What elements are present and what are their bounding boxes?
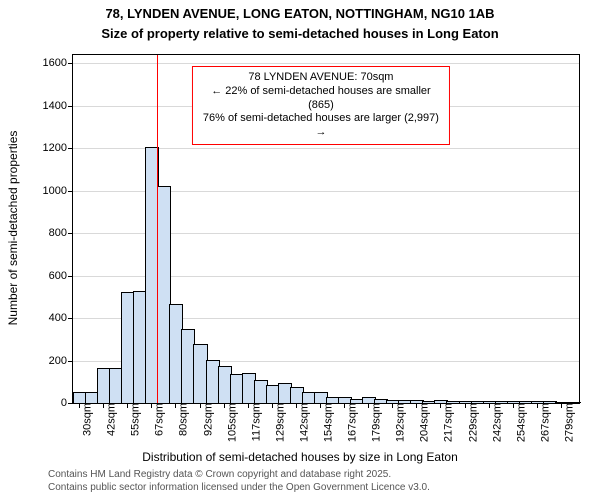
xtick-label: 267sqm bbox=[531, 403, 551, 442]
xtick-label: 217sqm bbox=[435, 403, 455, 442]
callout-line: 78 LYNDEN AVENUE: 70sqm bbox=[201, 71, 441, 85]
callout-line: 76% of semi-detached houses are larger (… bbox=[201, 112, 441, 140]
y-axis-label: Number of semi-detached properties bbox=[6, 131, 20, 326]
xtick-label: 167sqm bbox=[339, 403, 359, 442]
xtick-label: 55sqm bbox=[122, 403, 142, 436]
chart-title-line2: Size of property relative to semi-detach… bbox=[0, 26, 600, 41]
xtick-label: 229sqm bbox=[459, 403, 479, 442]
footer-line: Contains HM Land Registry data © Crown c… bbox=[48, 469, 430, 482]
callout-line: ← 22% of semi-detached houses are smalle… bbox=[201, 85, 441, 113]
footer-line: Contains public sector information licen… bbox=[48, 482, 430, 495]
gridline bbox=[73, 63, 579, 64]
xtick-label: 105sqm bbox=[218, 403, 238, 442]
x-axis-label: Distribution of semi-detached houses by … bbox=[0, 450, 600, 464]
plot-area: 0200400600800100012001400160030sqm42sqm5… bbox=[72, 54, 580, 404]
ytick-label: 1000 bbox=[43, 185, 73, 197]
ytick-label: 1400 bbox=[43, 100, 73, 112]
xtick-label: 92sqm bbox=[194, 403, 214, 436]
ytick-label: 400 bbox=[49, 312, 73, 324]
ytick-label: 800 bbox=[49, 227, 73, 239]
xtick-label: 192sqm bbox=[387, 403, 407, 442]
footer-attribution: Contains HM Land Registry data © Crown c… bbox=[48, 469, 430, 494]
xtick-label: 279sqm bbox=[555, 403, 575, 442]
ytick-label: 600 bbox=[49, 270, 73, 282]
ytick-label: 200 bbox=[49, 355, 73, 367]
ytick-label: 1600 bbox=[43, 57, 73, 69]
xtick-label: 154sqm bbox=[314, 403, 334, 442]
callout-box: 78 LYNDEN AVENUE: 70sqm← 22% of semi-det… bbox=[192, 66, 450, 145]
xtick-label: 142sqm bbox=[290, 403, 310, 442]
xtick-label: 129sqm bbox=[266, 403, 286, 442]
xtick-label: 254sqm bbox=[507, 403, 527, 442]
xtick-label: 80sqm bbox=[170, 403, 190, 436]
chart-title-line1: 78, LYNDEN AVENUE, LONG EATON, NOTTINGHA… bbox=[0, 6, 600, 21]
xtick-label: 204sqm bbox=[411, 403, 431, 442]
xtick-label: 117sqm bbox=[242, 403, 262, 441]
ytick-label: 1200 bbox=[43, 142, 73, 154]
xtick-label: 42sqm bbox=[98, 403, 118, 436]
xtick-label: 242sqm bbox=[483, 403, 503, 442]
chart-container: 78, LYNDEN AVENUE, LONG EATON, NOTTINGHA… bbox=[0, 0, 600, 500]
xtick-label: 30sqm bbox=[74, 403, 94, 436]
ytick-label: 0 bbox=[61, 397, 73, 409]
reference-line bbox=[157, 55, 158, 403]
xtick-label: 179sqm bbox=[363, 403, 383, 442]
xtick-label: 67sqm bbox=[146, 403, 166, 436]
